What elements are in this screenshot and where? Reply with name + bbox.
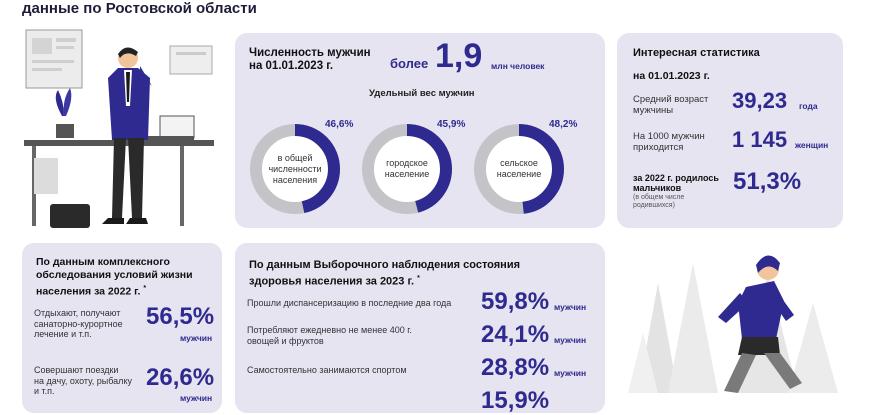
donut-arc <box>362 124 452 214</box>
avg-age-label: Средний возраст мужчины <box>633 94 709 116</box>
donut-percent: 48,2% <box>549 119 578 130</box>
donut-percent: 45,9% <box>437 119 466 130</box>
health-card: По данным Выборочного наблюдения состоян… <box>235 243 605 414</box>
survey-title-text: По данным комплексного обследования усло… <box>36 256 193 298</box>
health-sport-label: Самостоятельно занимаются спортом <box>247 365 407 375</box>
health-veg-value: 24,1% <box>481 321 550 348</box>
men-count-value: 1,9 <box>435 37 483 75</box>
men-count-card: Численность мужчин на 01.01.2023 г. боле… <box>235 33 605 228</box>
donut-row <box>250 124 564 214</box>
stats-title: Интересная статистика <box>633 47 760 59</box>
donut-arc <box>250 124 340 214</box>
donut-percent: 46,6% <box>325 119 354 130</box>
health-checkup-value: 59,8% <box>481 288 550 315</box>
share-title: Удельный вес мужчин <box>369 88 475 99</box>
page-subtitle: данные по Ростовской области <box>22 0 257 17</box>
survey-rest-value: 56,5% <box>146 303 215 330</box>
health-veg-label: Потребляют ежедневно не менее 400 г. ово… <box>247 325 412 346</box>
donut-label: городское население <box>384 158 430 179</box>
ratio-label: На 1000 мужчин приходится <box>633 131 705 153</box>
men-count-unit: млн человек <box>491 61 545 71</box>
survey-title: По данным комплексного обследования усло… <box>36 256 193 299</box>
runner-illustration-icon <box>618 243 844 400</box>
survey-card: По данным комплексного обследования усло… <box>22 243 222 413</box>
boys-label: за 2022 г. родилось мальчиков <box>633 173 719 193</box>
health-sport-value: 28,8% <box>481 354 550 381</box>
men-count-label: Численность мужчин на 01.01.2023 г. <box>249 47 371 72</box>
survey-trips-label: Совершают поездки на дачу, охоту, рыбалк… <box>34 365 132 396</box>
health-extra-value: 15,9% <box>481 387 550 414</box>
health-title: По данным Выборочного наблюдения состоян… <box>249 258 520 289</box>
survey-star: * <box>143 285 147 292</box>
survey-rest-unit: мужчин <box>180 333 213 343</box>
health-checkup-label: Прошли диспансеризацию в последние два г… <box>247 298 452 308</box>
boys-note: (в общем числе родившихся) <box>633 194 685 209</box>
survey-trips-value: 26,6% <box>146 364 215 391</box>
ratio-unit: женщин <box>795 140 829 150</box>
survey-rest-label: Отдыхают, получают санаторно-курортное л… <box>34 308 123 339</box>
avg-age-unit: года <box>799 101 818 111</box>
ratio-value: 1 145 <box>732 127 788 152</box>
boys-value: 51,3% <box>733 168 802 195</box>
donut-arc <box>474 124 564 214</box>
survey-trips-unit: мужчин <box>180 393 213 403</box>
stats-date: на 01.01.2023 г. <box>633 70 710 82</box>
stats-card: Интересная статистика на 01.01.2023 г. С… <box>617 33 843 228</box>
men-count-prefix: более <box>390 56 429 71</box>
health-checkup-unit: мужчин <box>554 302 587 312</box>
health-sport-unit: мужчин <box>554 368 587 378</box>
donut-label: в общей численности населения <box>268 152 322 185</box>
health-star: * <box>417 275 420 282</box>
donut-label: сельское население <box>496 158 542 179</box>
businessman-illustration-icon <box>24 29 214 228</box>
health-title-text: По данным Выборочного наблюдения состоян… <box>249 259 521 288</box>
health-veg-unit: мужчин <box>554 335 587 345</box>
avg-age-value: 39,23 <box>732 88 788 113</box>
